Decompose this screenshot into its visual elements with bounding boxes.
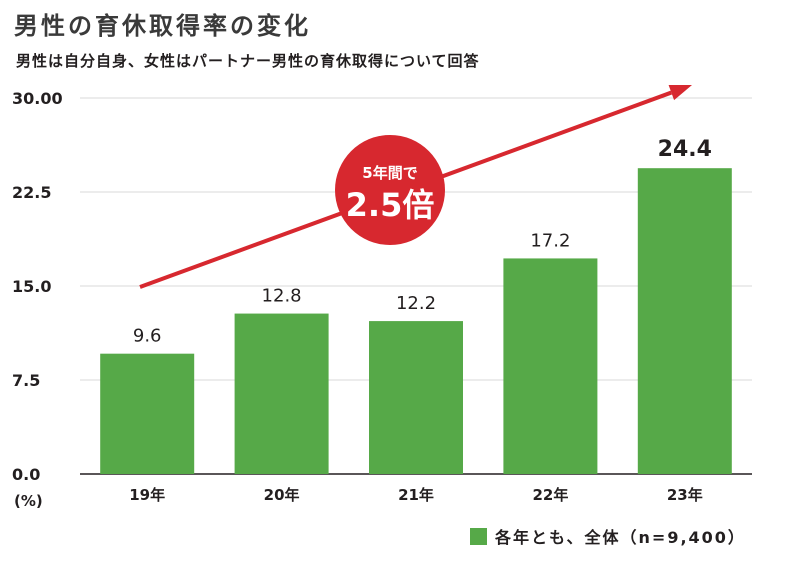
x-tick-label: 20年 (264, 486, 300, 504)
y-unit-label: (%) (14, 492, 43, 510)
y-tick-label: 30.00 (12, 89, 63, 108)
legend-swatch (470, 527, 487, 545)
data-label: 12.8 (262, 286, 302, 307)
callout-text-large: 2.5倍 (346, 186, 435, 224)
bar (503, 258, 598, 474)
callout-text-small: 5年間で (362, 164, 417, 182)
bar (234, 313, 329, 474)
data-label: 24.4 (658, 137, 712, 162)
trend-arrow-head (668, 85, 692, 101)
data-label: 12.2 (396, 293, 436, 314)
chart-title: 男性の育休取得率の変化 (14, 12, 311, 40)
y-tick-label: 22.5 (12, 183, 51, 202)
legend: 各年とも、全体（n=9,400） (470, 524, 746, 548)
bar (637, 168, 732, 475)
bar (100, 353, 195, 474)
x-tick-label: 23年 (667, 486, 703, 504)
data-label: 9.6 (133, 326, 162, 347)
data-label: 17.2 (530, 230, 570, 251)
x-tick-label: 21年 (398, 486, 434, 504)
x-tick-label: 19年 (129, 486, 165, 504)
x-tick-label: 22年 (532, 486, 568, 504)
y-tick-label: 7.5 (12, 371, 40, 390)
legend-label: 各年とも、全体（n=9,400） (495, 528, 746, 547)
y-tick-label: 15.0 (12, 277, 51, 296)
y-tick-label: 0.0 (12, 465, 40, 484)
chart-subtitle: 男性は自分自身、女性はパートナー男性の育休取得について回答 (16, 52, 480, 70)
callout-circle (335, 135, 445, 245)
bar (369, 321, 463, 474)
